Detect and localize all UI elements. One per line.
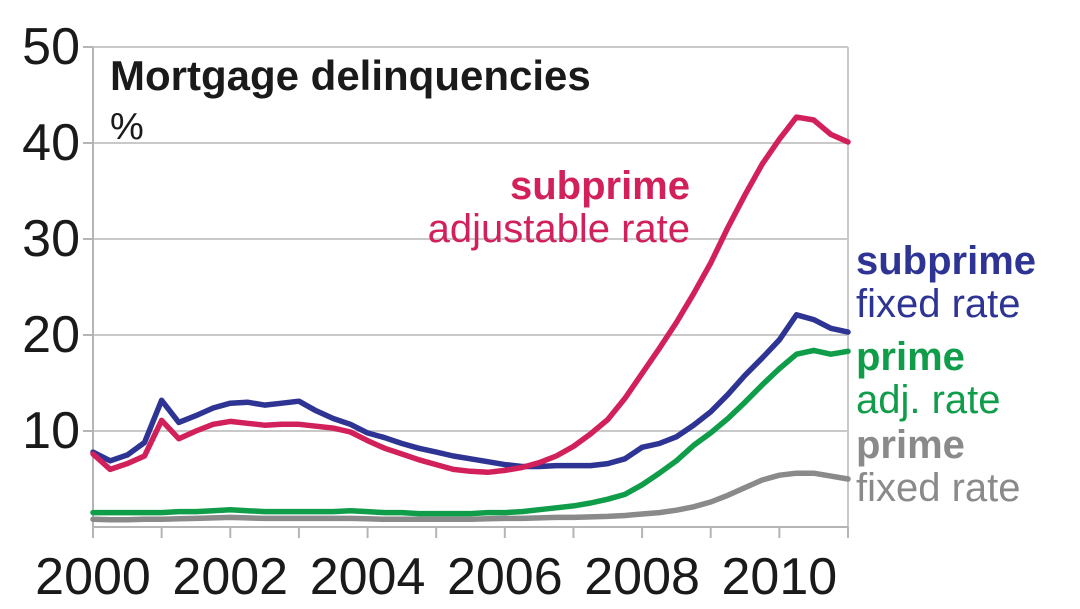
- y-tick-label: 40: [22, 114, 80, 172]
- x-tick-label: 2004: [309, 548, 426, 606]
- series-label-subprime-fixed: subprime fixed rate: [856, 240, 1036, 326]
- x-tick-label: 2000: [35, 548, 151, 606]
- series-label-bold: prime: [856, 335, 965, 379]
- series-label-rest: adjustable rate: [427, 207, 690, 251]
- series-label-bold: prime: [856, 423, 965, 467]
- series-line-subprime_fixed: [90, 312, 851, 470]
- series-label-rest: fixed rate: [856, 466, 1021, 510]
- x-tick-label: 2008: [584, 548, 700, 606]
- y-axis-unit-label: %: [110, 106, 144, 148]
- x-tick-label: 2002: [172, 548, 289, 606]
- x-tick-label: 2006: [446, 548, 563, 606]
- y-tick-label: 20: [22, 306, 80, 364]
- series-label-bold: subprime: [509, 164, 690, 208]
- chart-title: Mortgage delinquencies: [110, 52, 591, 99]
- series-label-subprime-adjustable: subprime adjustable rate: [428, 165, 690, 251]
- y-tick-label: 30: [22, 210, 80, 268]
- series-line-subprime_arm: [90, 114, 851, 476]
- series-label-prime-adjustable: prime adj. rate: [856, 336, 1001, 422]
- series-label-prime-fixed: prime fixed rate: [856, 424, 1021, 510]
- series-label-rest: fixed rate: [856, 282, 1021, 326]
- series-line-prime_fixed: [90, 470, 851, 523]
- y-tick-label: 10: [22, 402, 80, 460]
- series-line-prime_arm: [90, 347, 851, 517]
- x-tick-label: 2010: [721, 548, 838, 606]
- series-label-bold: subprime: [856, 239, 1037, 283]
- y-tick-label: 50: [22, 18, 80, 76]
- series-label-rest: adj. rate: [856, 378, 1001, 422]
